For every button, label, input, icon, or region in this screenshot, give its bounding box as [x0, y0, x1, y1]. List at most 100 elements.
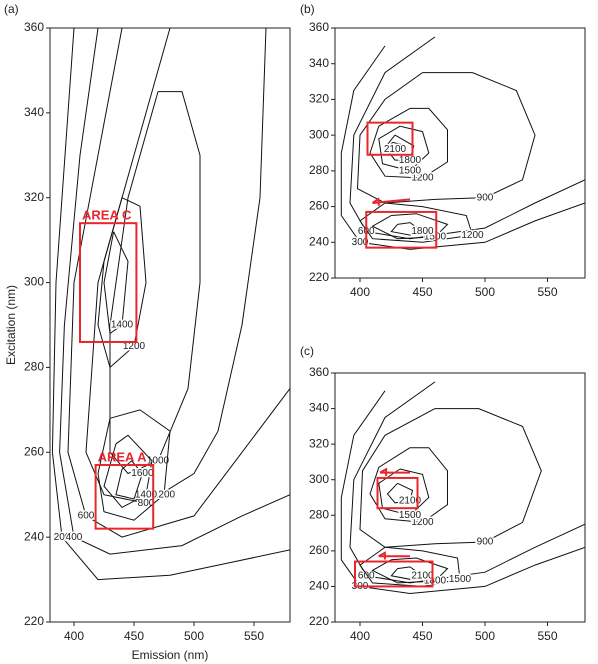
contour-line	[369, 107, 448, 179]
y-tick-label: 360	[309, 20, 329, 34]
y-tick-label: 300	[309, 127, 329, 141]
y-tick-label: 320	[309, 436, 329, 450]
contour-line	[97, 197, 147, 369]
contour-label: 1200	[461, 230, 484, 241]
y-tick-label: 320	[24, 190, 44, 204]
contour-label: 1800	[399, 155, 422, 166]
y-tick-label: 220	[309, 270, 329, 284]
y-tick-label: 240	[24, 529, 44, 543]
contour-label: 200	[54, 532, 71, 543]
y-tick-label: 220	[24, 614, 44, 628]
x-tick-label: 450	[124, 629, 144, 643]
contour-line	[349, 36, 585, 240]
contour-label: 900	[477, 192, 494, 203]
y-tick-label: 340	[309, 401, 329, 415]
y-tick-label: 340	[309, 56, 329, 70]
contour-line	[378, 125, 430, 172]
box-label: AREA C	[82, 208, 132, 223]
x-tick-label: 450	[412, 285, 432, 299]
plot-frame	[49, 27, 291, 623]
contour-line	[85, 28, 267, 504]
contour-label: 600	[78, 511, 95, 522]
plot-frame	[334, 27, 586, 279]
contour-label: 1600	[131, 468, 154, 479]
contour-line	[390, 222, 424, 236]
contour-label: 2100	[411, 570, 434, 581]
y-tick-label: 320	[309, 92, 329, 106]
contour-line	[359, 408, 542, 548]
panel-label: (c)	[300, 344, 314, 358]
contour-line	[378, 468, 430, 516]
contour-label: 1500	[449, 574, 472, 585]
contour-line	[371, 213, 449, 240]
highlight-box	[365, 210, 438, 249]
y-tick-label: 360	[24, 20, 44, 34]
contour-label: 1200	[411, 517, 434, 528]
contour-line	[103, 434, 153, 509]
contour-label: 1500	[399, 510, 422, 521]
contour-line	[109, 91, 201, 475]
panel: (b) 400 450 500 550 220 240 260 280 300 320 340 360 3…	[300, 2, 586, 299]
x-tick-label: 550	[537, 285, 557, 299]
y-tick-label: 260	[24, 444, 44, 458]
x-tick-label: 550	[244, 629, 264, 643]
panel-label: (b)	[300, 2, 315, 16]
y-tick-label: 280	[24, 360, 44, 374]
x-tick-label: 550	[537, 629, 557, 643]
panel: (c)400 450 500 5502202402602803003203403603…	[300, 344, 586, 643]
x-tick-label: 500	[475, 629, 495, 643]
y-tick-label: 260	[309, 199, 329, 213]
contour-line	[386, 482, 414, 504]
arrow-head	[379, 467, 388, 476]
contour-label: 1400	[111, 320, 134, 331]
contour-line	[390, 566, 424, 580]
y-tick-label: 240	[309, 234, 329, 248]
highlight-box	[354, 560, 434, 588]
contour-label: 400	[66, 532, 83, 543]
contour-line	[356, 72, 536, 204]
highlight-box	[94, 464, 155, 530]
y-axis-title: Excitation (nm)	[4, 285, 18, 365]
contour-line	[384, 134, 415, 161]
contour-line	[359, 546, 461, 587]
x-tick-label: 400	[350, 629, 370, 643]
plot-frame	[334, 372, 586, 623]
y-tick-label: 300	[309, 472, 329, 486]
box-label: AREA A	[98, 449, 147, 464]
x-tick-label: 400	[350, 285, 370, 299]
contour-line	[115, 460, 143, 500]
y-tick-label: 300	[24, 275, 44, 289]
y-tick-label: 340	[24, 105, 44, 119]
contour-line	[67, 28, 290, 538]
arrow-head	[371, 197, 380, 206]
panel-label: (a)	[4, 2, 19, 16]
y-tick-label: 280	[309, 507, 329, 521]
contour-line	[349, 381, 585, 584]
contour-label: 1800	[411, 226, 434, 237]
y-tick-label: 220	[309, 614, 329, 628]
contour-label: 900	[477, 537, 494, 548]
contour-label: 300	[352, 237, 369, 248]
x-tick-label: 500	[184, 629, 204, 643]
contour-line	[371, 557, 449, 584]
y-tick-label: 260	[309, 543, 329, 557]
y-tick-label: 280	[309, 163, 329, 177]
y-tick-label: 360	[309, 365, 329, 379]
x-tick-label: 500	[475, 285, 495, 299]
contour-label: 1800	[424, 576, 447, 587]
contour-line	[51, 28, 290, 581]
contour-label: 1200	[153, 489, 176, 500]
contour-line	[340, 45, 585, 250]
x-axis-title: Emission (nm)	[132, 648, 209, 662]
highlight-box	[366, 121, 414, 156]
contour-line	[59, 28, 290, 555]
arrow-head	[378, 551, 386, 560]
x-tick-label: 450	[412, 629, 432, 643]
contour-line	[389, 141, 401, 151]
panel: (a) 400 450 500 550 220 240 260 280 300 320 340 360 E…	[4, 2, 291, 662]
y-tick-label: 240	[309, 579, 329, 593]
contour-label: 1200	[411, 173, 434, 184]
contour-label: 2100	[384, 144, 407, 155]
